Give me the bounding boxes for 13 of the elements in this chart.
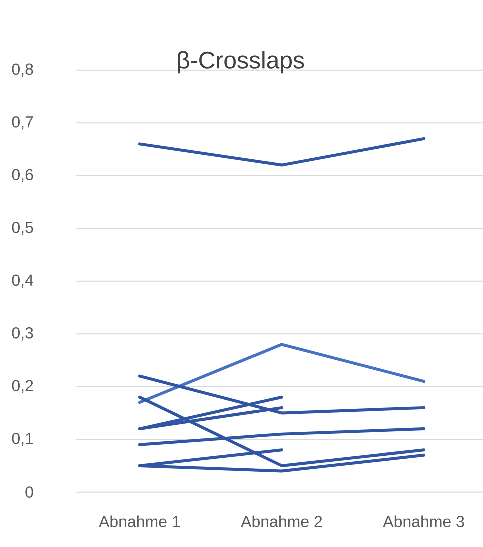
y-tick-label: 0,7 bbox=[12, 116, 34, 130]
x-tick-label: Abnahme 3 bbox=[383, 516, 464, 528]
x-tick-label: Abnahme 1 bbox=[99, 516, 180, 528]
y-tick-label: 0,2 bbox=[12, 380, 34, 394]
y-tick-label: 0,1 bbox=[12, 432, 34, 446]
y-tick-label: 0,3 bbox=[12, 327, 34, 341]
y-tick-label: 0,6 bbox=[12, 169, 34, 182]
chart-title: β-Crosslaps bbox=[178, 51, 304, 74]
y-tick-label: 0,8 bbox=[12, 64, 34, 77]
y-tick-label: 0,4 bbox=[12, 274, 34, 288]
y-tick-label: 0 bbox=[26, 486, 34, 498]
x-tick-label: Abnahme 2 bbox=[241, 516, 322, 528]
y-tick-label: 0,5 bbox=[12, 222, 34, 236]
